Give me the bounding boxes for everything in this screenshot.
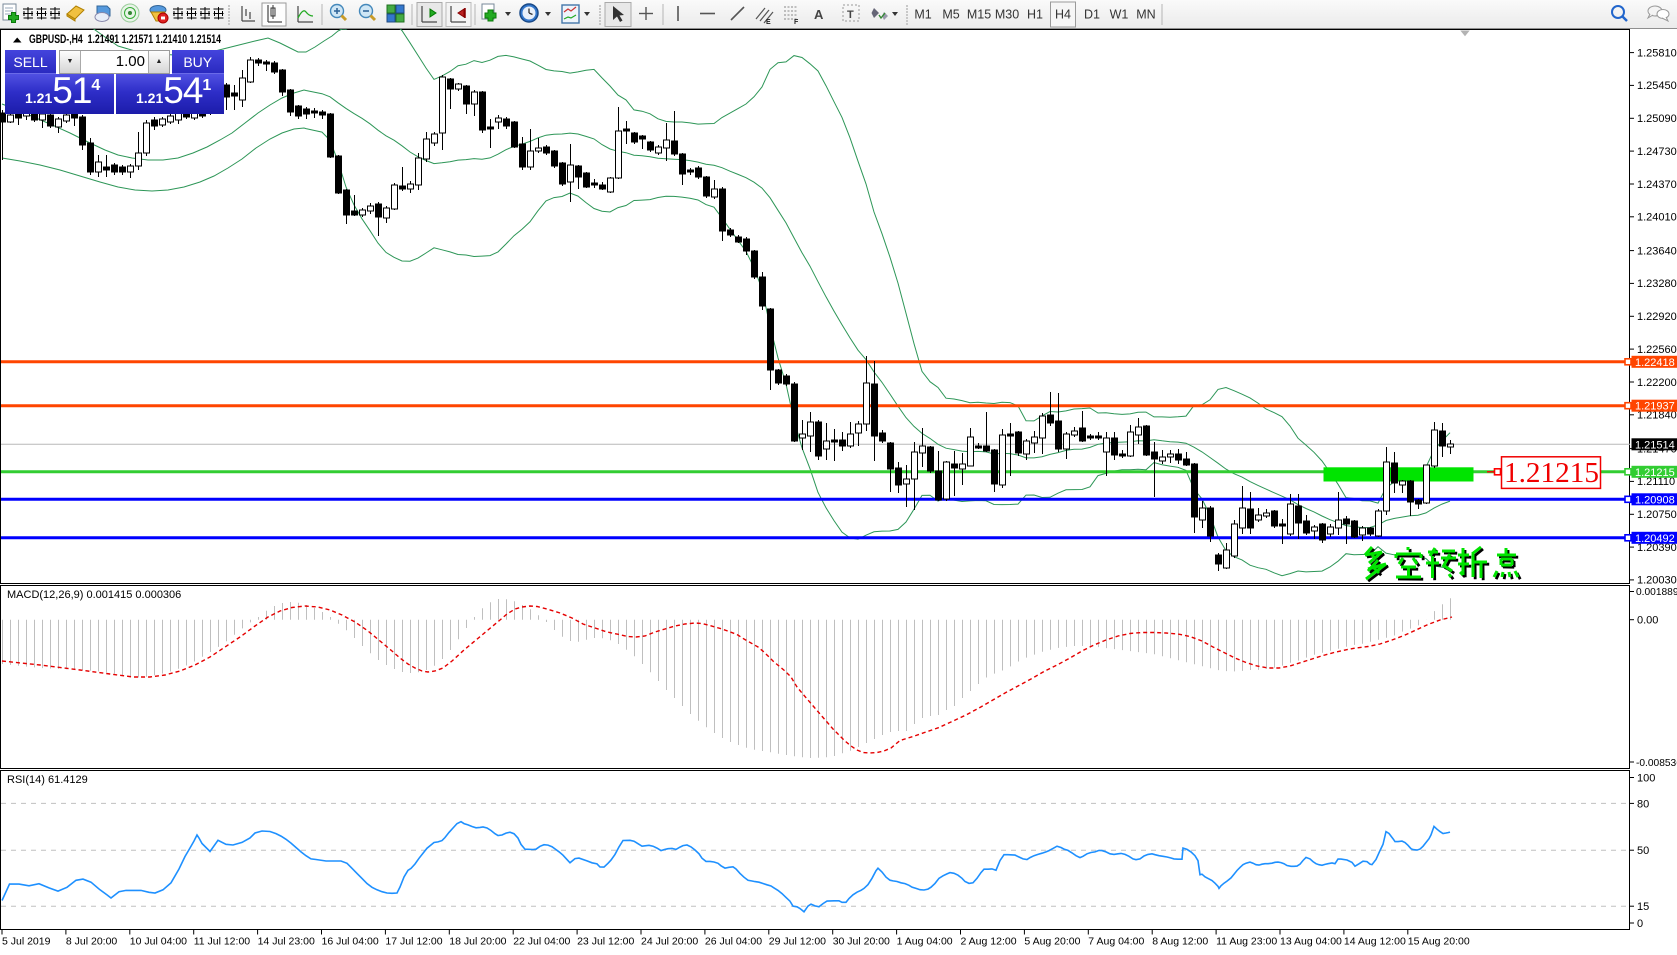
svg-text:5 Jul 2019: 5 Jul 2019 — [2, 936, 51, 948]
svg-text:M30: M30 — [995, 8, 1019, 22]
svg-text:1.25450: 1.25450 — [1637, 80, 1677, 92]
svg-text:M1: M1 — [914, 8, 931, 22]
svg-text:M5: M5 — [942, 8, 959, 22]
svg-text:1.21215: 1.21215 — [1635, 467, 1675, 479]
svg-text:T: T — [847, 9, 854, 21]
svg-text:H1: H1 — [1027, 8, 1043, 22]
svg-text:1.22920: 1.22920 — [1637, 311, 1677, 323]
svg-text:14 Jul 23:00: 14 Jul 23:00 — [258, 936, 315, 948]
svg-text:50: 50 — [1637, 845, 1649, 857]
svg-text:RSI(14) 61.4129: RSI(14) 61.4129 — [7, 774, 88, 786]
svg-text:1.20030: 1.20030 — [1637, 575, 1677, 587]
svg-text:W1: W1 — [1110, 8, 1129, 22]
svg-text:F: F — [794, 19, 799, 26]
svg-text:1.21514: 1.21514 — [1635, 439, 1675, 451]
svg-text:8 Jul 20:00: 8 Jul 20:00 — [66, 936, 118, 948]
svg-text:24 Jul 20:00: 24 Jul 20:00 — [641, 936, 698, 948]
svg-text:8 Aug 12:00: 8 Aug 12:00 — [1152, 936, 1208, 948]
svg-text:1.21215: 1.21215 — [1504, 458, 1599, 489]
svg-text:1.20908: 1.20908 — [1635, 494, 1675, 506]
svg-text:17 Jul 12:00: 17 Jul 12:00 — [385, 936, 442, 948]
svg-text:80: 80 — [1637, 798, 1649, 810]
svg-text:2 Aug 12:00: 2 Aug 12:00 — [961, 936, 1017, 948]
svg-text:0.001889: 0.001889 — [1636, 587, 1677, 598]
svg-text:1.23640: 1.23640 — [1637, 245, 1677, 257]
svg-text:1.21937: 1.21937 — [1635, 401, 1675, 413]
svg-text:7 Aug 04:00: 7 Aug 04:00 — [1088, 936, 1144, 948]
svg-text:22 Jul 04:00: 22 Jul 04:00 — [513, 936, 570, 948]
svg-text:1.24010: 1.24010 — [1637, 212, 1677, 224]
svg-text:14 Aug 12:00: 14 Aug 12:00 — [1344, 936, 1406, 948]
svg-text:1.25810: 1.25810 — [1637, 47, 1677, 59]
svg-text:E: E — [766, 19, 771, 26]
svg-text:15: 15 — [1637, 901, 1649, 913]
svg-text:5 Aug 20:00: 5 Aug 20:00 — [1024, 936, 1080, 948]
svg-text:26 Jul 04:00: 26 Jul 04:00 — [705, 936, 762, 948]
svg-text:23 Jul 12:00: 23 Jul 12:00 — [577, 936, 634, 948]
svg-text:A: A — [814, 7, 824, 22]
svg-text:10 Jul 04:00: 10 Jul 04:00 — [130, 936, 187, 948]
svg-text:MN: MN — [1136, 8, 1155, 22]
svg-text:100: 100 — [1637, 773, 1655, 785]
svg-text:1.22418: 1.22418 — [1635, 357, 1675, 369]
svg-text:H4: H4 — [1055, 8, 1071, 22]
svg-text:1.20492: 1.20492 — [1635, 533, 1675, 545]
svg-text:1.22560: 1.22560 — [1637, 344, 1677, 356]
svg-text:1.25090: 1.25090 — [1637, 113, 1677, 125]
svg-text:1.23280: 1.23280 — [1637, 278, 1677, 290]
svg-text:1.24370: 1.24370 — [1637, 179, 1677, 191]
svg-text:30 Jul 20:00: 30 Jul 20:00 — [833, 936, 890, 948]
svg-text:18 Jul 20:00: 18 Jul 20:00 — [449, 936, 506, 948]
svg-text:0.00: 0.00 — [1637, 615, 1658, 627]
svg-text:M15: M15 — [967, 8, 991, 22]
svg-text:15 Aug 20:00: 15 Aug 20:00 — [1408, 936, 1470, 948]
svg-text:1.24730: 1.24730 — [1637, 146, 1677, 158]
svg-text:MACD(12,26,9) 0.001415 0.00030: MACD(12,26,9) 0.001415 0.000306 — [7, 589, 181, 601]
svg-text:16 Jul 04:00: 16 Jul 04:00 — [322, 936, 379, 948]
svg-text:1.20750: 1.20750 — [1637, 509, 1677, 521]
svg-text:GBPUSD-,H4 1.21491 1.21571 1.: GBPUSD-,H4 1.21491 1.21571 1.21410 1.215… — [29, 32, 221, 46]
svg-text:11 Aug 23:00: 11 Aug 23:00 — [1216, 936, 1277, 948]
svg-text:D1: D1 — [1084, 8, 1100, 22]
svg-text:1.22200: 1.22200 — [1637, 377, 1677, 389]
svg-text:29 Jul 12:00: 29 Jul 12:00 — [769, 936, 826, 948]
svg-text:-0.008536: -0.008536 — [1636, 758, 1677, 769]
svg-text:0: 0 — [1637, 918, 1643, 930]
svg-text:13 Aug 04:00: 13 Aug 04:00 — [1280, 936, 1342, 948]
svg-text:11 Jul 12:00: 11 Jul 12:00 — [194, 936, 251, 948]
svg-text:1 Aug 04:00: 1 Aug 04:00 — [897, 936, 953, 948]
